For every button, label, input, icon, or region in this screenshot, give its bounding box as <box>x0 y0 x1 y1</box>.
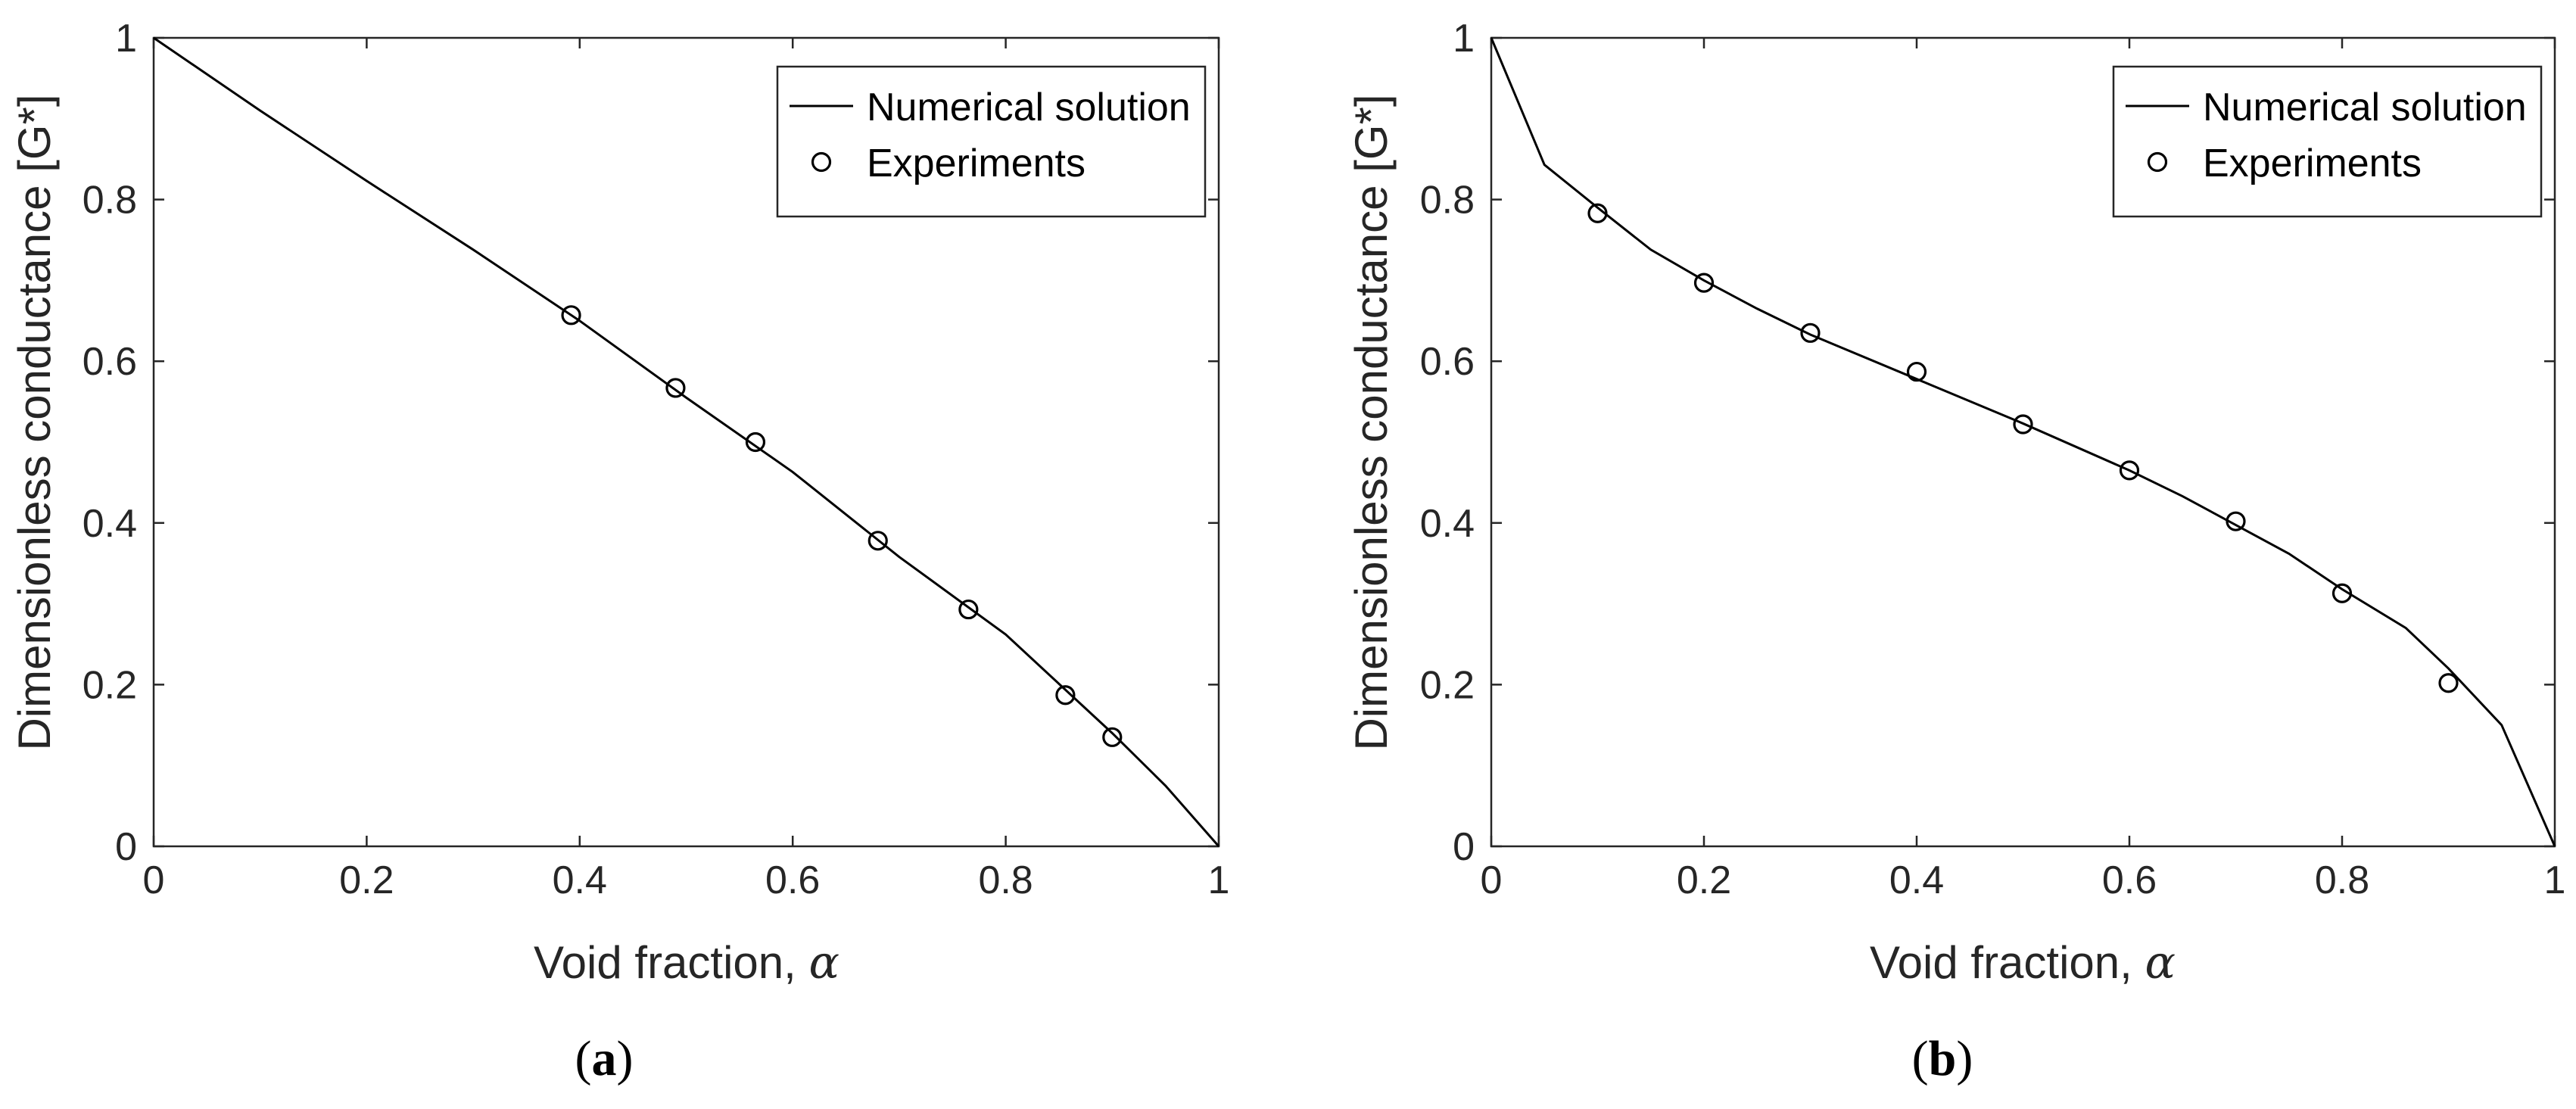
panel-label-a: (a) <box>575 1031 634 1086</box>
xlabel-a: Void fraction, α <box>534 936 839 989</box>
experiment-marker <box>561 305 581 326</box>
experiment-marker <box>2438 673 2459 693</box>
x-tick-label: 0.4 <box>1889 858 1944 902</box>
legend-box <box>776 65 1207 218</box>
y-tick-label: 0 <box>115 825 137 869</box>
y-tick-label: 0.8 <box>1420 179 1475 223</box>
experiment-marker <box>2013 414 2033 435</box>
experiment-marker <box>1693 273 1715 293</box>
x-tick-label: 0 <box>1481 858 1503 902</box>
alpha-symbol: α <box>809 936 840 989</box>
y-tick-label: 0 <box>1453 825 1475 869</box>
legend-box <box>2112 65 2543 218</box>
plot-area-box <box>152 36 1220 848</box>
legend-marker-swatch <box>2147 151 2168 173</box>
y-tick-label: 1 <box>115 17 137 61</box>
x-tick-label: 0.6 <box>765 858 820 902</box>
numerical-solution-line <box>1490 37 2556 847</box>
x-tick-label: 1 <box>1208 858 1230 902</box>
x-tick-label: 0.8 <box>978 858 1033 902</box>
x-tick-label: 0.4 <box>553 858 607 902</box>
experiment-marker <box>1906 361 1927 382</box>
y-tick-label: 0.4 <box>1420 502 1475 546</box>
legend-label: Numerical solution <box>867 86 1191 129</box>
experiment-marker <box>665 378 686 398</box>
y-tick-label: 0.2 <box>1420 663 1475 707</box>
experiment-marker <box>2226 511 2246 531</box>
alpha-symbol: α <box>2145 936 2176 989</box>
x-tick-label: 1 <box>2544 858 2566 902</box>
experiment-marker <box>2331 583 2353 603</box>
y-tick-label: 0.8 <box>83 179 137 223</box>
legend-label: Experiments <box>2203 142 2422 185</box>
x-tick-label: 0.2 <box>1677 858 1731 902</box>
y-tick-label: 1 <box>1453 17 1475 61</box>
panel-label-b: (b) <box>1912 1031 1973 1086</box>
x-tick-label: 0 <box>143 858 165 902</box>
experiment-marker <box>1055 685 1076 706</box>
chart-panel-b: Dimensionless conductance [G*] Void frac… <box>1346 17 2565 1086</box>
numerical-solution-line <box>153 36 1220 847</box>
experiment-marker <box>1587 203 1608 223</box>
chart-panel-a: Dimensionless conductance [G*] Void frac… <box>9 17 1229 1086</box>
legend-label: Numerical solution <box>2203 86 2527 129</box>
legend-label: Experiments <box>867 142 1086 185</box>
experiment-marker <box>1800 322 1821 343</box>
experiment-marker <box>2119 460 2140 481</box>
xlabel-b: Void fraction, α <box>1870 936 2176 989</box>
plot-area-box <box>1490 36 2556 848</box>
y-tick-label: 0.4 <box>83 502 137 546</box>
ylabel-b: Dimensionless conductance [G*] <box>1346 94 1397 750</box>
y-tick-label: 0.6 <box>83 340 137 384</box>
x-tick-label: 0.8 <box>2315 858 2369 902</box>
experiment-marker <box>745 431 766 453</box>
legend-marker-swatch <box>811 151 832 173</box>
x-tick-label: 0.6 <box>2102 858 2157 902</box>
y-tick-label: 0.6 <box>1420 340 1475 384</box>
y-tick-label: 0.2 <box>83 663 137 707</box>
ylabel-a: Dimensionless conductance [G*] <box>9 94 60 750</box>
experiment-marker <box>958 599 979 620</box>
experiment-marker <box>867 531 888 551</box>
experiment-marker <box>1102 727 1123 747</box>
x-tick-label: 0.2 <box>339 858 394 902</box>
